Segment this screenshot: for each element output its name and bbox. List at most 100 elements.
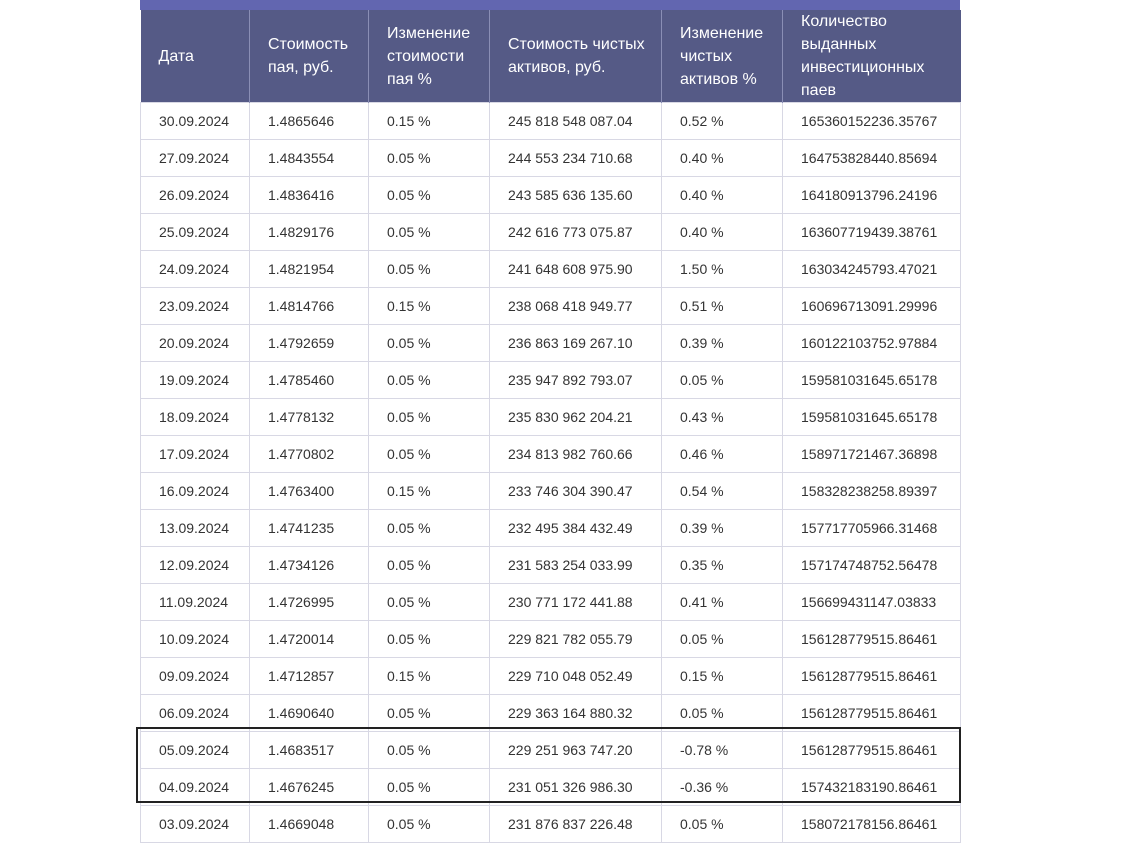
cell-unit-price: 1.4690640 [249, 694, 369, 732]
cell-units-issued: 156699431147.03833 [782, 583, 961, 621]
cell-date: 20.09.2024 [140, 324, 250, 362]
cell-date: 03.09.2024 [140, 805, 250, 843]
cell-units-issued: 164180913796.24196 [782, 176, 961, 214]
cell-date: 17.09.2024 [140, 435, 250, 473]
cell-net-assets-change: 0.52 % [661, 102, 783, 140]
cell-net-assets: 244 553 234 710.68 [489, 139, 662, 177]
cell-net-assets: 245 818 548 087.04 [489, 102, 662, 140]
cell-net-assets: 236 863 169 267.10 [489, 324, 662, 362]
cell-net-assets-change: 0.05 % [661, 620, 783, 658]
table-header: Дата Стоимость пая, руб. Изменение стоим… [140, 10, 961, 103]
table-row: 16.09.2024 1.4763400 0.15 % 233 746 304 390… [140, 472, 961, 510]
cell-date: 12.09.2024 [140, 546, 250, 584]
cell-date: 24.09.2024 [140, 250, 250, 288]
cell-net-assets: 229 821 782 055.79 [489, 620, 662, 658]
table-row: 13.09.2024 1.4741235 0.05 % 232 495 384 432… [140, 509, 961, 547]
cell-units-issued: 163034245793.47021 [782, 250, 961, 288]
cell-date: 26.09.2024 [140, 176, 250, 214]
cell-units-issued: 156128779515.86461 [782, 657, 961, 695]
cell-units-issued: 158971721467.36898 [782, 435, 961, 473]
cell-net-assets: 231 583 254 033.99 [489, 546, 662, 584]
cell-unit-price: 1.4821954 [249, 250, 369, 288]
table-row: 25.09.2024 1.4829176 0.05 % 242 616 773 075… [140, 213, 961, 251]
cell-net-assets: 229 710 048 052.49 [489, 657, 662, 695]
cell-date: 13.09.2024 [140, 509, 250, 547]
table-row: 19.09.2024 1.4785460 0.05 % 235 947 892 793… [140, 361, 961, 399]
cell-unit-price-change: 0.15 % [368, 102, 490, 140]
header-units-issued: Количество выданных инвестиционных паев [782, 10, 961, 103]
cell-unit-price-change: 0.05 % [368, 694, 490, 732]
cell-net-assets-change: 0.54 % [661, 472, 783, 510]
cell-unit-price: 1.4734126 [249, 546, 369, 584]
cell-unit-price: 1.4865646 [249, 102, 369, 140]
cell-unit-price-change: 0.05 % [368, 361, 490, 399]
cell-units-issued: 165360152236.35767 [782, 102, 961, 140]
nav-table-container: Дата Стоимость пая, руб. Изменение стоим… [140, 0, 961, 843]
cell-date: 19.09.2024 [140, 361, 250, 399]
cell-date: 04.09.2024 [140, 768, 250, 806]
cell-unit-price: 1.4829176 [249, 213, 369, 251]
cell-units-issued: 157717705966.31468 [782, 509, 961, 547]
cell-net-assets: 229 251 963 747.20 [489, 731, 662, 769]
cell-unit-price-change: 0.15 % [368, 472, 490, 510]
cell-net-assets: 238 068 418 949.77 [489, 287, 662, 325]
cell-unit-price-change: 0.05 % [368, 620, 490, 658]
table-row: 10.09.2024 1.4720014 0.05 % 229 821 782 055… [140, 620, 961, 658]
cell-net-assets-change: 0.40 % [661, 176, 783, 214]
table-row: 27.09.2024 1.4843554 0.05 % 244 553 234 710… [140, 139, 961, 177]
cell-unit-price-change: 0.05 % [368, 546, 490, 584]
cell-net-assets-change: 0.05 % [661, 361, 783, 399]
cell-units-issued: 156128779515.86461 [782, 620, 961, 658]
cell-net-assets-change: -0.78 % [661, 731, 783, 769]
table-row: 18.09.2024 1.4778132 0.05 % 235 830 962 204… [140, 398, 961, 436]
cell-units-issued: 156128779515.86461 [782, 731, 961, 769]
cell-date: 10.09.2024 [140, 620, 250, 658]
cell-net-assets: 242 616 773 075.87 [489, 213, 662, 251]
cell-net-assets-change: 0.40 % [661, 139, 783, 177]
cell-unit-price-change: 0.05 % [368, 731, 490, 769]
table-row: 30.09.2024 1.4865646 0.15 % 245 818 548 087… [140, 102, 961, 140]
cell-unit-price-change: 0.05 % [368, 509, 490, 547]
cell-net-assets-change: 0.15 % [661, 657, 783, 695]
cell-unit-price-change: 0.05 % [368, 139, 490, 177]
cell-net-assets-change: 0.46 % [661, 435, 783, 473]
cell-units-issued: 156128779515.86461 [782, 694, 961, 732]
cell-unit-price: 1.4792659 [249, 324, 369, 362]
cell-unit-price: 1.4669048 [249, 805, 369, 843]
cell-unit-price: 1.4836416 [249, 176, 369, 214]
cell-date: 30.09.2024 [140, 102, 250, 140]
cell-units-issued: 160696713091.29996 [782, 287, 961, 325]
cell-net-assets-change: 0.35 % [661, 546, 783, 584]
cell-units-issued: 157174748752.56478 [782, 546, 961, 584]
cell-net-assets-change: 0.05 % [661, 694, 783, 732]
cell-net-assets: 233 746 304 390.47 [489, 472, 662, 510]
cell-net-assets-change: 0.39 % [661, 324, 783, 362]
cell-unit-price-change: 0.05 % [368, 805, 490, 843]
cell-unit-price: 1.4726995 [249, 583, 369, 621]
cell-units-issued: 158328238258.89397 [782, 472, 961, 510]
cell-units-issued: 159581031645.65178 [782, 398, 961, 436]
cell-net-assets: 230 771 172 441.88 [489, 583, 662, 621]
cell-date: 06.09.2024 [140, 694, 250, 732]
cell-date: 18.09.2024 [140, 398, 250, 436]
table-row: 12.09.2024 1.4734126 0.05 % 231 583 254 033… [140, 546, 961, 584]
header-row: Дата Стоимость пая, руб. Изменение стоим… [140, 10, 961, 103]
table-row: 23.09.2024 1.4814766 0.15 % 238 068 418 949… [140, 287, 961, 325]
table-row: 09.09.2024 1.4712857 0.15 % 229 710 048 052… [140, 657, 961, 695]
cell-unit-price: 1.4683517 [249, 731, 369, 769]
table-body: 30.09.2024 1.4865646 0.15 % 245 818 548 087… [140, 102, 961, 843]
cell-unit-price-change: 0.05 % [368, 176, 490, 214]
table-row: 17.09.2024 1.4770802 0.05 % 234 813 982 760… [140, 435, 961, 473]
cell-net-assets: 232 495 384 432.49 [489, 509, 662, 547]
cell-net-assets: 235 947 892 793.07 [489, 361, 662, 399]
table-row: 24.09.2024 1.4821954 0.05 % 241 648 608 975… [140, 250, 961, 288]
table-top-strip [140, 0, 960, 10]
cell-date: 05.09.2024 [140, 731, 250, 769]
cell-unit-price: 1.4843554 [249, 139, 369, 177]
cell-units-issued: 157432183190.86461 [782, 768, 961, 806]
cell-unit-price-change: 0.15 % [368, 287, 490, 325]
cell-date: 25.09.2024 [140, 213, 250, 251]
cell-net-assets-change: 0.40 % [661, 213, 783, 251]
cell-net-assets-change: 0.43 % [661, 398, 783, 436]
cell-unit-price-change: 0.05 % [368, 398, 490, 436]
